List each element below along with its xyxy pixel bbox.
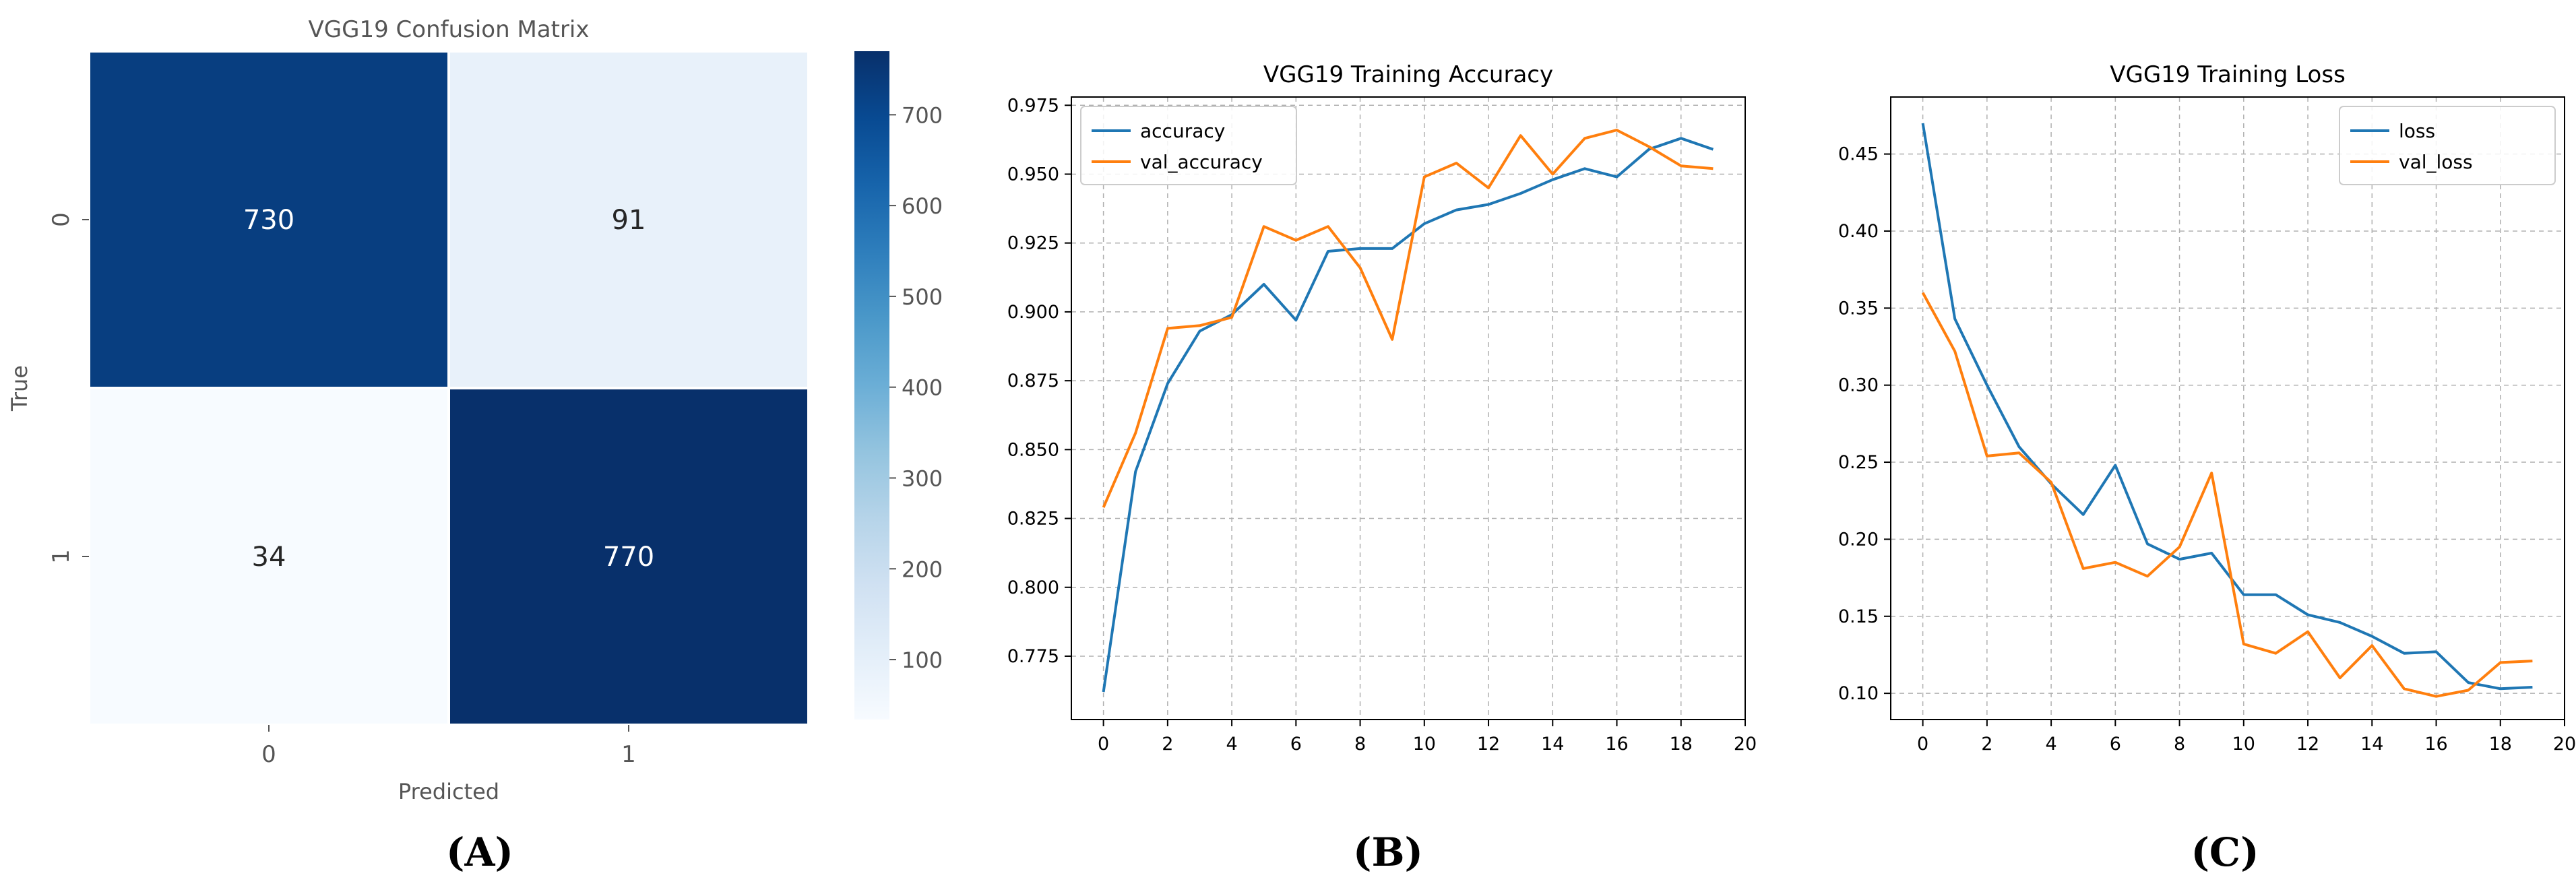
- x-tick-label: 16: [1605, 734, 1628, 755]
- confusion-matrix-panel: VGG19 Confusion Matrix 730 91 34 770 0 1 0 1 Pred…: [7, 16, 943, 804]
- chart-title: VGG19 Training Loss: [2110, 61, 2346, 88]
- y-tick-label: 0.975: [1007, 95, 1059, 116]
- legend-box: [2339, 106, 2556, 185]
- series-line-val_accuracy: [1102, 129, 1714, 508]
- x-tick-label: 10: [1413, 734, 1436, 755]
- x-tick-label: 2: [1981, 734, 1992, 755]
- x-tick-label: 6: [2110, 734, 2121, 755]
- x-tick-label: 18: [1670, 734, 1693, 755]
- y-tick-label: 0.925: [1007, 233, 1059, 254]
- x-tick-label: 8: [1354, 734, 1366, 755]
- y-tick-label: 1: [48, 549, 75, 564]
- series-line-val_loss: [1921, 292, 2533, 698]
- colorbar-tick-label: 500: [902, 284, 943, 310]
- x-tick-label: 10: [2232, 734, 2255, 755]
- x-tick-label: 6: [1290, 734, 1302, 755]
- y-tick-label: 0.800: [1007, 577, 1059, 598]
- y-tick-label: 0.40: [1838, 221, 1879, 242]
- y-axis-label: True: [7, 365, 32, 412]
- y-tick-label: 0.900: [1007, 302, 1059, 323]
- series-line-accuracy: [1102, 137, 1714, 693]
- x-tick-label: 1: [621, 741, 636, 768]
- y-tick-label: 0.30: [1838, 375, 1879, 396]
- heatmap-cell: [447, 50, 810, 389]
- plot-frame: [1071, 96, 1746, 720]
- panel-label: (C): [2191, 829, 2259, 875]
- x-tick-label: 0: [1917, 734, 1928, 755]
- heatmap-cell: [88, 387, 450, 726]
- colorbar-tick-label: 400: [902, 375, 943, 401]
- x-tick-label: 4: [1226, 734, 1238, 755]
- legend-label: val_loss: [2399, 151, 2473, 173]
- legend-label: loss: [2399, 120, 2435, 142]
- series-line-loss: [1921, 123, 2533, 691]
- y-tick-label: 0.850: [1007, 439, 1059, 460]
- heatmap-cell: [447, 387, 810, 726]
- y-tick-label: 0.15: [1838, 606, 1879, 627]
- plot-frame: [1890, 96, 2565, 720]
- y-tick-label: 0.20: [1838, 529, 1879, 550]
- x-tick-label: 0: [261, 741, 276, 768]
- legend-label: accuracy: [1140, 120, 1225, 142]
- y-tick-label: 0.10: [1838, 683, 1879, 704]
- colorbar-tick-label: 100: [902, 647, 943, 673]
- x-tick-label: 2: [1162, 734, 1173, 755]
- y-tick-label: 0.775: [1007, 646, 1059, 667]
- x-tick-label: 12: [2296, 734, 2319, 755]
- x-tick-label: 4: [2046, 734, 2057, 755]
- colorbar-tick-label: 700: [902, 102, 943, 128]
- chart-title: VGG19 Training Accuracy: [1263, 61, 1553, 88]
- panel-label: (A): [446, 829, 513, 875]
- x-tick-label: 14: [1541, 734, 1564, 755]
- colorbar: [854, 51, 889, 720]
- y-tick-label: 0.25: [1838, 452, 1879, 473]
- panel-label: (B): [1353, 829, 1423, 875]
- y-tick-label: 0.875: [1007, 371, 1059, 391]
- chart-title: VGG19 Confusion Matrix: [309, 16, 590, 43]
- cell-value-label: 34: [252, 542, 286, 573]
- cell-value-label: 91: [612, 205, 646, 236]
- y-tick-label: 0: [48, 212, 75, 227]
- x-tick-label: 20: [2553, 734, 2576, 755]
- loss-chart-panel: VGG19 Training Loss 0 2 4 6 8 10 12 14 16 18 20 0.10…: [1838, 61, 2576, 755]
- plot-area: [1891, 97, 2565, 720]
- y-tick-label: 0.825: [1007, 509, 1059, 530]
- colorbar-tick-label: 300: [902, 466, 943, 491]
- colorbar-tick-label: 600: [902, 193, 943, 219]
- plot-area: [1071, 97, 1745, 720]
- legend-label: val_accuracy: [1140, 151, 1263, 173]
- colorbar-tick-label: 200: [902, 556, 943, 582]
- cell-value-label: 730: [243, 205, 294, 236]
- x-tick-label: 18: [2489, 734, 2512, 755]
- heatmap-cell: [88, 50, 450, 389]
- x-tick-label: 12: [1477, 734, 1500, 755]
- x-tick-label: 16: [2424, 734, 2447, 755]
- y-tick-label: 0.950: [1007, 164, 1059, 185]
- cell-value-label: 770: [603, 542, 654, 573]
- legend-box: [1080, 106, 1297, 185]
- x-tick-label: 8: [2174, 734, 2185, 755]
- x-tick-label: 0: [1098, 734, 1109, 755]
- accuracy-chart-panel: VGG19 Training Accuracy 0 2 4 6 8 10 12 14 16 18 20…: [1007, 61, 1757, 755]
- y-tick-label: 0.45: [1838, 144, 1879, 165]
- x-tick-label: 20: [1734, 734, 1757, 755]
- y-tick-label: 0.35: [1838, 298, 1879, 319]
- x-axis-label: Predicted: [398, 779, 499, 804]
- x-tick-label: 14: [2360, 734, 2383, 755]
